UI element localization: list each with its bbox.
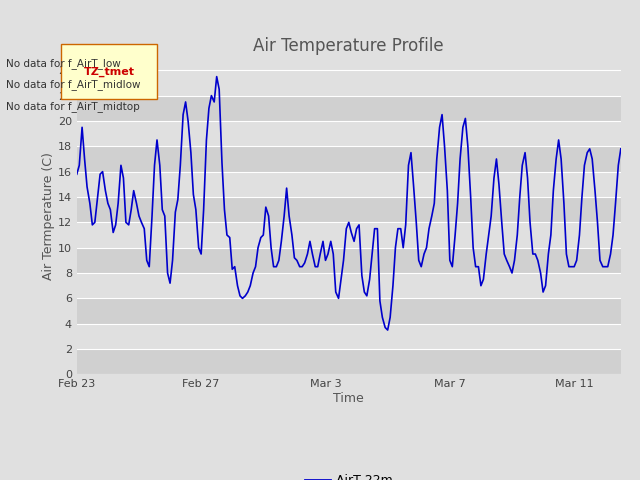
Bar bbox=[77, 324, 621, 349]
Bar bbox=[77, 349, 621, 374]
Bar bbox=[77, 96, 621, 121]
Text: No data for f_AirT_low: No data for f_AirT_low bbox=[6, 58, 121, 69]
Bar bbox=[77, 299, 621, 324]
Title: Air Temperature Profile: Air Temperature Profile bbox=[253, 36, 444, 55]
Bar bbox=[77, 273, 621, 299]
Bar bbox=[77, 172, 621, 197]
Bar bbox=[77, 248, 621, 273]
Y-axis label: Air Termperature (C): Air Termperature (C) bbox=[42, 152, 55, 280]
Text: No data for f_AirT_midlow: No data for f_AirT_midlow bbox=[6, 79, 141, 90]
Bar bbox=[77, 197, 621, 222]
Bar bbox=[77, 146, 621, 172]
Text: TZ_tmet: TZ_tmet bbox=[84, 66, 134, 77]
Bar bbox=[77, 70, 621, 96]
X-axis label: Time: Time bbox=[333, 392, 364, 405]
Text: No data for f_AirT_midtop: No data for f_AirT_midtop bbox=[6, 101, 140, 112]
Bar bbox=[77, 222, 621, 248]
Bar bbox=[77, 121, 621, 146]
Legend: AirT 22m: AirT 22m bbox=[300, 469, 398, 480]
